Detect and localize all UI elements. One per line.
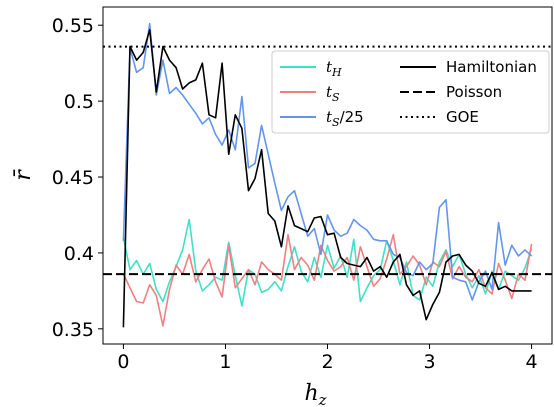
y-tick-label: 0.4: [64, 243, 94, 265]
legend-label: GOE: [446, 108, 479, 126]
legend-label: tS/25: [326, 108, 364, 129]
series-layer: [103, 22, 552, 328]
series-line-2: [122, 233, 533, 327]
y-axis-label: r̄: [11, 169, 36, 181]
x-tick-label: 2: [321, 351, 333, 373]
legend-label: tH: [326, 58, 342, 79]
legend-label: tS: [326, 83, 340, 104]
x-tick-label: 1: [219, 351, 231, 373]
x-axis-label: hz: [304, 381, 326, 407]
legend: tH tS tS/25 Hamiltonian Poisson GOE: [271, 50, 550, 134]
legend-label: Hamiltonian: [446, 58, 537, 76]
y-tick-label: 0.5: [64, 91, 94, 113]
y-tick-label: 0.45: [52, 167, 94, 189]
x-tick-label: 4: [526, 351, 538, 373]
x-tick-label: 0: [117, 351, 129, 373]
axes-layer: 0 1 2 3 4 0.35 0.4 0.45 0.5 0.55 hz r̄: [11, 6, 553, 407]
x-tick-label: 3: [423, 351, 435, 373]
legend-box: [271, 50, 550, 134]
legend-label: Poisson: [446, 83, 502, 101]
series-line-3: [122, 22, 533, 301]
series-line-4: [122, 28, 532, 328]
series-line-1: [122, 218, 533, 307]
y-tick-label: 0.35: [52, 319, 94, 341]
y-tick-label: 0.55: [52, 15, 94, 37]
